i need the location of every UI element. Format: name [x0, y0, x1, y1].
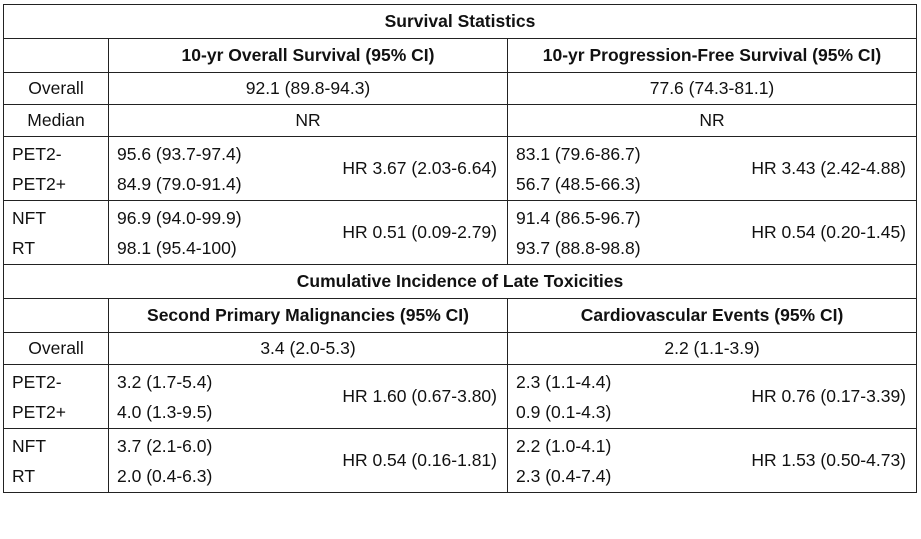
- overall-label: Overall: [3, 72, 109, 105]
- pet2-neg-pfs: 83.1 (79.6-86.7): [516, 143, 641, 164]
- toxicity-pet2-row: PET2- PET2+ 3.2 (1.7-5.4) 4.0 (1.3-9.5) …: [3, 364, 918, 429]
- tox-nft-labels: NFT RT: [3, 428, 109, 493]
- nft-cv-cell: 2.2 (1.0-4.1) 2.3 (0.4-7.4) HR 1.53 (0.5…: [506, 428, 918, 493]
- rt-cv: 2.3 (0.4-7.4): [516, 465, 612, 486]
- pet2-neg-spm: 3.2 (1.7-5.4): [117, 371, 213, 392]
- cv-column-header: Cardiovascular Events (95% CI): [506, 298, 918, 333]
- pet2-spm-cell: 3.2 (1.7-5.4) 4.0 (1.3-9.5) HR 1.60 (0.6…: [108, 364, 508, 429]
- tox-pet2-neg-label: PET2-: [12, 371, 62, 392]
- pet2-neg-cv: 2.3 (1.1-4.4): [516, 371, 612, 392]
- pet2-pfs-hr: HR 3.43 (2.42-4.88): [751, 158, 907, 178]
- nft-spm-hr: HR 0.54 (0.16-1.81): [342, 450, 497, 470]
- nft-os: 96.9 (94.0-99.9): [117, 207, 242, 228]
- median-pfs: NR: [506, 104, 918, 137]
- rt-label: RT: [12, 237, 36, 258]
- nft-labels: NFT RT: [3, 200, 109, 265]
- nft-spm: 3.7 (2.1-6.0): [117, 435, 213, 456]
- nft-os-hr: HR 0.51 (0.09-2.79): [342, 222, 497, 242]
- survival-title-row: Survival Statistics: [2, 4, 918, 39]
- pfs-column-header: 10-yr Progression-Free Survival (95% CI): [506, 38, 918, 73]
- pet2-pos-pfs: 56.7 (48.5-66.3): [516, 173, 641, 194]
- tox-pet2-labels: PET2- PET2+: [3, 364, 109, 429]
- median-label: Median: [3, 104, 109, 137]
- os-column-header: 10-yr Overall Survival (95% CI): [108, 38, 508, 73]
- survival-header-blank: [3, 38, 109, 73]
- pet2-pos-cv: 0.9 (0.1-4.3): [516, 401, 612, 422]
- pet2-spm-hr: HR 1.60 (0.67-3.80): [342, 386, 497, 406]
- spm-column-header: Second Primary Malignancies (95% CI): [108, 298, 508, 333]
- survival-statistics-table: Survival Statistics 10-yr Overall Surviv…: [2, 4, 918, 493]
- pet2-neg-os: 95.6 (93.7-97.4): [117, 143, 242, 164]
- pet2-pos-os: 84.9 (79.0-91.4): [117, 173, 242, 194]
- rt-pfs: 93.7 (88.8-98.8): [516, 237, 641, 258]
- rt-os: 98.1 (95.4-100): [117, 237, 237, 258]
- nft-label: NFT: [12, 207, 47, 228]
- pet2-cv-hr: HR 0.76 (0.17-3.39): [751, 386, 907, 406]
- pet2-labels: PET2- PET2+: [3, 136, 109, 201]
- survival-pet2-row: PET2- PET2+ 95.6 (93.7-97.4) 84.9 (79.0-…: [3, 136, 918, 201]
- pet2-cv-cell: 2.3 (1.1-4.4) 0.9 (0.1-4.3) HR 0.76 (0.1…: [506, 364, 918, 429]
- nft-pfs: 91.4 (86.5-96.7): [516, 207, 641, 228]
- survival-header-row: 10-yr Overall Survival (95% CI) 10-yr Pr…: [3, 38, 918, 73]
- pet2-os-cell: 95.6 (93.7-97.4) 84.9 (79.0-91.4) HR 3.6…: [108, 136, 508, 201]
- median-os: NR: [108, 104, 508, 137]
- overall-cv: 2.2 (1.1-3.9): [506, 332, 918, 365]
- toxicity-header-row: Second Primary Malignancies (95% CI) Car…: [3, 298, 918, 333]
- pet2-pos-spm: 4.0 (1.3-9.5): [117, 401, 213, 422]
- survival-median-row: Median NR NR: [3, 104, 918, 137]
- pet2-pfs-cell: 83.1 (79.6-86.7) 56.7 (48.5-66.3) HR 3.4…: [506, 136, 918, 201]
- toxicity-header-blank: [3, 298, 109, 333]
- toxicity-overall-row: Overall 3.4 (2.0-5.3) 2.2 (1.1-3.9): [3, 332, 918, 365]
- nft-spm-cell: 3.7 (2.1-6.0) 2.0 (0.4-6.3) HR 0.54 (0.1…: [108, 428, 508, 493]
- overall-os: 92.1 (89.8-94.3): [108, 72, 508, 105]
- survival-overall-row: Overall 92.1 (89.8-94.3) 77.6 (74.3-81.1…: [3, 72, 918, 105]
- overall-pfs: 77.6 (74.3-81.1): [506, 72, 918, 105]
- nft-cv: 2.2 (1.0-4.1): [516, 435, 612, 456]
- tox-nft-label: NFT: [12, 435, 47, 456]
- overall-spm: 3.4 (2.0-5.3): [108, 332, 508, 365]
- toxicity-nft-row: NFT RT 3.7 (2.1-6.0) 2.0 (0.4-6.3) HR 0.…: [3, 428, 918, 493]
- tox-rt-label: RT: [12, 465, 36, 486]
- pet2-pos-label: PET2+: [12, 173, 66, 194]
- tox-overall-label: Overall: [3, 332, 109, 365]
- pet2-neg-label: PET2-: [12, 143, 62, 164]
- nft-pfs-hr: HR 0.54 (0.20-1.45): [751, 222, 907, 242]
- toxicity-title: Cumulative Incidence of Late Toxicities: [2, 264, 918, 299]
- tox-pet2-pos-label: PET2+: [12, 401, 66, 422]
- rt-spm: 2.0 (0.4-6.3): [117, 465, 213, 486]
- survival-title: Survival Statistics: [2, 4, 918, 39]
- nft-os-cell: 96.9 (94.0-99.9) 98.1 (95.4-100) HR 0.51…: [108, 200, 508, 265]
- nft-pfs-cell: 91.4 (86.5-96.7) 93.7 (88.8-98.8) HR 0.5…: [506, 200, 918, 265]
- pet2-os-hr: HR 3.67 (2.03-6.64): [342, 158, 497, 178]
- survival-nft-row: NFT RT 96.9 (94.0-99.9) 98.1 (95.4-100) …: [3, 200, 918, 265]
- toxicity-title-row: Cumulative Incidence of Late Toxicities: [2, 264, 918, 299]
- nft-cv-hr: HR 1.53 (0.50-4.73): [751, 450, 907, 470]
